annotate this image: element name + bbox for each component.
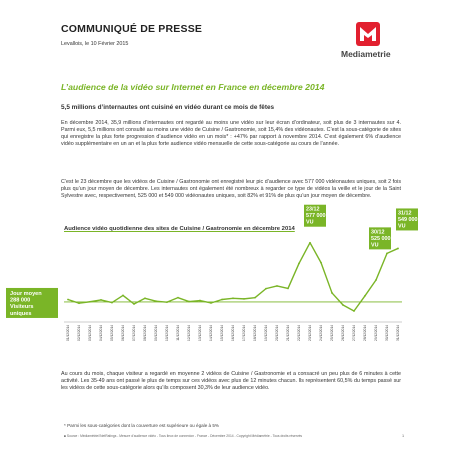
x-tick-label: 17/12/2014 bbox=[242, 325, 246, 341]
page-number: 1 bbox=[402, 434, 405, 438]
x-tick-label: 05/12/2014 bbox=[110, 325, 114, 341]
x-tick-label: 29/12/2014 bbox=[374, 325, 378, 341]
paragraph-2: C’est le 23 décembre que les vidéos de C… bbox=[61, 179, 401, 199]
x-tick-label: 03/12/2014 bbox=[88, 325, 92, 341]
data-point bbox=[375, 279, 377, 281]
callout-box bbox=[369, 227, 391, 250]
x-tick-label: 21/12/2014 bbox=[286, 325, 290, 341]
x-tick-label: 16/12/2014 bbox=[231, 325, 235, 341]
data-point bbox=[155, 300, 157, 303]
callout-label: 23/12 bbox=[306, 207, 320, 213]
x-tick-label: 14/12/2014 bbox=[209, 325, 213, 341]
data-point bbox=[133, 303, 135, 305]
x-tick-label: 13/12/2014 bbox=[198, 325, 202, 341]
data-point bbox=[342, 304, 344, 306]
data-point bbox=[67, 298, 69, 301]
callout-label: VU bbox=[306, 220, 314, 226]
x-tick-label: 06/12/2014 bbox=[121, 325, 125, 341]
series-line bbox=[67, 242, 399, 312]
data-point bbox=[100, 299, 102, 301]
data-point bbox=[78, 302, 80, 305]
data-point bbox=[89, 300, 91, 303]
chart-title: Audience vidéo quotidienne des sites de … bbox=[64, 226, 295, 232]
x-tick-label: 27/12/2014 bbox=[352, 325, 356, 341]
callout-label: VU bbox=[398, 223, 406, 229]
data-point bbox=[144, 297, 146, 300]
data-point bbox=[298, 262, 300, 265]
header-date: Levallois, le 10 Février 2015 bbox=[61, 41, 129, 47]
callout-label: 30/12 bbox=[371, 229, 385, 235]
data-point bbox=[254, 296, 256, 299]
callout-label: 549 000 bbox=[398, 217, 418, 223]
data-point bbox=[386, 252, 388, 255]
average-label-text: Visiteurs bbox=[10, 304, 34, 310]
callout-label: 577 000 bbox=[306, 213, 326, 219]
x-tick-label: 22/12/2014 bbox=[297, 325, 301, 341]
average-label-box bbox=[6, 287, 58, 318]
x-tick-label: 20/12/2014 bbox=[275, 325, 279, 341]
x-tick-label: 10/12/2014 bbox=[165, 325, 169, 341]
data-point bbox=[265, 287, 267, 290]
x-tick-label: 02/12/2014 bbox=[77, 325, 81, 341]
data-point bbox=[353, 310, 355, 312]
data-point bbox=[364, 294, 366, 297]
data-point bbox=[287, 287, 289, 290]
data-point bbox=[177, 296, 179, 299]
x-tick-label: 01/12/2014 bbox=[66, 325, 70, 341]
data-point bbox=[221, 298, 223, 301]
average-label-text: 288 000 bbox=[10, 298, 30, 304]
x-tick-label: 04/12/2014 bbox=[99, 325, 103, 341]
x-tick-label: 31/12/2014 bbox=[396, 325, 400, 341]
data-point bbox=[331, 292, 333, 294]
callout-label: VU bbox=[371, 242, 379, 248]
paragraph-3: Au cours du mois, chaque visiteur a rega… bbox=[61, 371, 401, 391]
data-point bbox=[276, 285, 278, 287]
x-tick-label: 15/12/2014 bbox=[220, 325, 224, 341]
data-point bbox=[232, 297, 234, 300]
logo-mark-icon bbox=[356, 22, 380, 46]
footnote: * Parmi les sous-catégories dont la couv… bbox=[64, 423, 219, 428]
callout-box bbox=[396, 208, 418, 231]
data-point bbox=[122, 294, 124, 297]
x-tick-label: 11/12/2014 bbox=[176, 325, 180, 341]
source-line: ■ Source : Médiamétrie//NetRatings - Mes… bbox=[64, 434, 303, 438]
data-point bbox=[397, 247, 399, 250]
x-tick-label: 19/12/2014 bbox=[264, 325, 268, 341]
x-tick-label: 25/12/2014 bbox=[330, 325, 334, 341]
x-tick-label: 08/12/2014 bbox=[143, 325, 147, 341]
callout-label: 31/12 bbox=[398, 210, 412, 216]
mediametrie-logo: Mediametrie bbox=[341, 22, 399, 62]
x-tick-label: 07/12/2014 bbox=[132, 325, 136, 341]
x-tick-label: 18/12/2014 bbox=[253, 325, 257, 341]
x-tick-label: 24/12/2014 bbox=[319, 325, 323, 341]
logo-text: Mediametrie bbox=[341, 49, 391, 59]
data-point bbox=[111, 301, 113, 304]
sub-title: 5,5 millions d’internautes ont cuisiné e… bbox=[61, 104, 275, 111]
average-label-text: Jour moyen bbox=[10, 291, 42, 297]
callout-label: 525 000 bbox=[371, 236, 391, 242]
paragraph-1: En décembre 2014, 35,9 millions d’intern… bbox=[61, 120, 401, 147]
callout-box bbox=[304, 204, 326, 227]
x-tick-label: 28/12/2014 bbox=[363, 325, 367, 341]
data-point bbox=[188, 300, 190, 303]
data-point bbox=[210, 302, 212, 304]
header-title: COMMUNIQUÉ DE PRESSE bbox=[61, 23, 203, 35]
data-point bbox=[309, 241, 311, 244]
x-tick-label: 30/12/2014 bbox=[385, 325, 389, 341]
x-tick-label: 12/12/2014 bbox=[187, 325, 191, 341]
average-label-text: uniques bbox=[10, 311, 31, 317]
x-tick-label: 23/12/2014 bbox=[308, 325, 312, 341]
data-point bbox=[166, 301, 168, 304]
data-point bbox=[199, 299, 201, 302]
data-point bbox=[243, 297, 245, 300]
x-tick-label: 26/12/2014 bbox=[341, 325, 345, 341]
main-title: L’audience de la vidéo sur Internet en F… bbox=[61, 82, 325, 92]
x-tick-label: 09/12/2014 bbox=[154, 325, 158, 341]
data-point bbox=[320, 261, 322, 264]
